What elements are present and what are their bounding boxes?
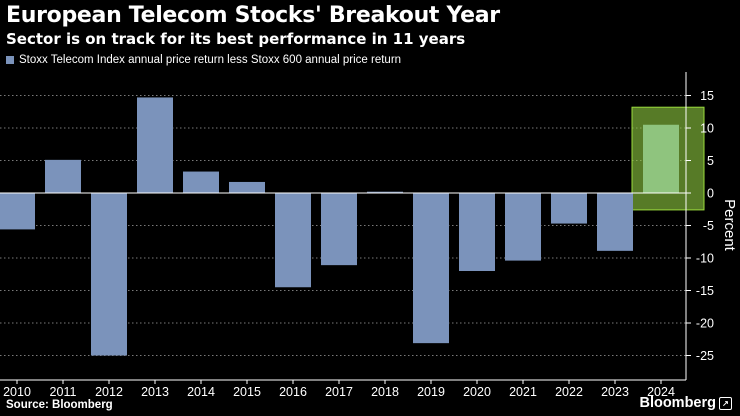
legend: Stoxx Telecom Index annual price return …	[6, 54, 401, 66]
bar-2018	[367, 191, 403, 193]
bar-2012	[91, 193, 127, 356]
x-tick-label: 2021	[509, 385, 537, 399]
x-tick-label: 2014	[187, 385, 215, 399]
graph-badge-icon: ↗	[719, 396, 732, 410]
x-tick-label: 2022	[555, 385, 583, 399]
bar-2019	[413, 193, 449, 344]
bar-2023	[597, 193, 633, 251]
y-tick-label: 0	[707, 187, 714, 201]
x-tick-label: 2019	[417, 385, 445, 399]
bar-2014	[183, 171, 219, 193]
brand-name: Bloomberg	[639, 395, 716, 411]
x-tick-label: 2023	[601, 385, 629, 399]
y-tick-label: -15	[696, 284, 714, 298]
y-tick-label: -20	[696, 317, 714, 331]
x-tick-label: 2015	[233, 385, 261, 399]
x-tick-label: 2011	[50, 385, 77, 399]
bar-2011	[45, 159, 81, 193]
bar-2015	[229, 181, 265, 193]
bar-2020	[459, 193, 495, 271]
legend-label: Stoxx Telecom Index annual price return …	[19, 54, 402, 66]
source-note: Source: Bloomberg	[6, 399, 113, 411]
chart-subtitle: Sector is on track for its best performa…	[6, 30, 466, 48]
bar-2021	[505, 193, 541, 261]
bar-2013	[137, 97, 173, 193]
y-tick-label: 5	[707, 154, 714, 168]
legend-swatch	[6, 56, 14, 64]
bar-2017	[321, 193, 357, 266]
x-tick-label: 2012	[95, 385, 123, 399]
x-tick-label: 2013	[141, 385, 169, 399]
bloomberg-logo: Bloomberg ↗	[639, 395, 732, 411]
x-tick-label: 2010	[3, 385, 31, 399]
x-tick-label: 2018	[371, 385, 399, 399]
x-tick-label: 2016	[279, 385, 307, 399]
y-axis-title: Percent	[721, 199, 738, 252]
y-tick-label: 10	[700, 122, 714, 136]
bar-2024	[643, 124, 679, 193]
x-tick-label: 2020	[463, 385, 491, 399]
x-tick-label: 2024	[647, 385, 675, 399]
y-tick-label: -10	[696, 252, 714, 266]
chart-title: European Telecom Stocks' Breakout Year	[6, 3, 500, 28]
bar-2016	[275, 193, 311, 288]
bar-2010	[0, 193, 35, 230]
bar-2022	[551, 193, 587, 224]
x-tick-label: 2017	[325, 385, 353, 399]
y-tick-label: 15	[700, 89, 714, 103]
y-tick-label: -5	[703, 219, 714, 233]
y-tick-label: -25	[696, 349, 714, 363]
